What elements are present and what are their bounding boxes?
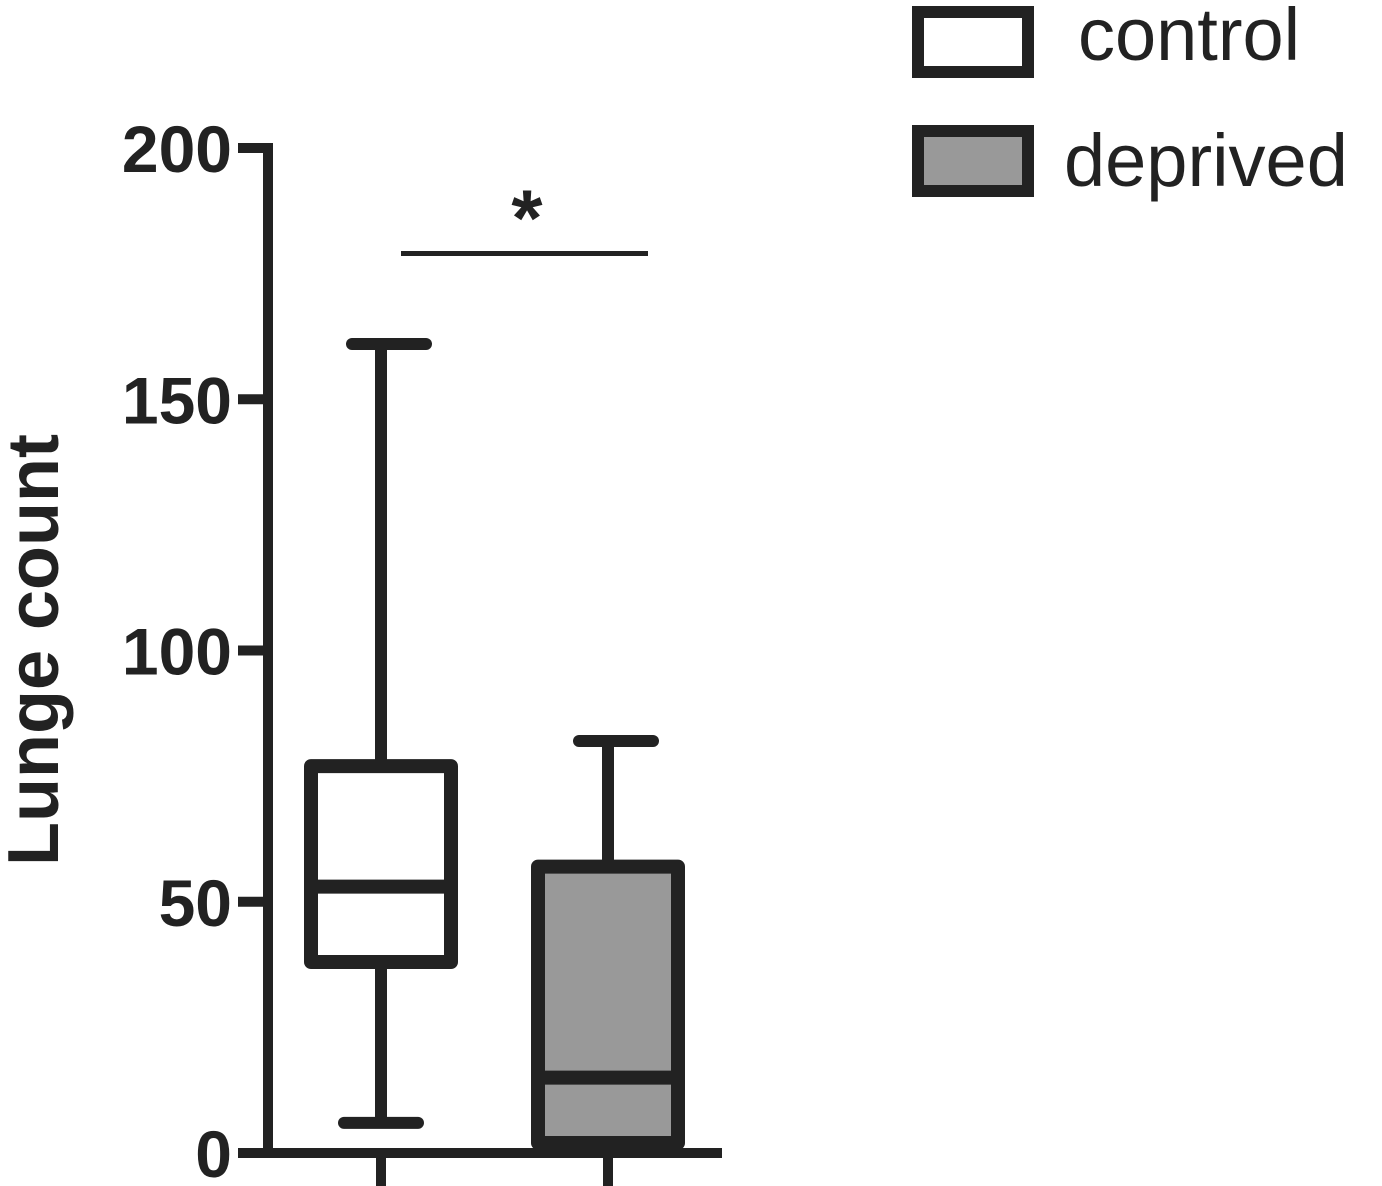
- significance-label: *: [511, 174, 543, 263]
- box-deprived: [531, 734, 685, 1150]
- x-ticks: [376, 1153, 613, 1186]
- legend: control deprived: [912, 0, 1348, 202]
- y-tick-label: 0: [195, 1117, 232, 1186]
- y-tick-label: 150: [122, 363, 232, 437]
- legend-label-deprived: deprived: [1064, 119, 1348, 202]
- axes: 0 50 100 150 200: [122, 112, 722, 1186]
- boxes: [304, 337, 685, 1150]
- y-tick-label: 200: [122, 112, 232, 186]
- y-tick-label: 50: [159, 866, 232, 940]
- legend-swatch-control: [912, 6, 1034, 78]
- y-ticks: 0 50 100 150 200: [122, 112, 268, 1186]
- box-iqr: [531, 859, 685, 1150]
- y-tick-label: 100: [122, 615, 232, 689]
- legend-swatch-deprived: [912, 125, 1034, 197]
- significance-annotation: *: [401, 174, 648, 263]
- box-iqr: [304, 759, 458, 970]
- legend-label-control: control: [1078, 0, 1300, 76]
- box-control: [304, 337, 458, 1129]
- y-axis-title: Lunge count: [0, 434, 74, 866]
